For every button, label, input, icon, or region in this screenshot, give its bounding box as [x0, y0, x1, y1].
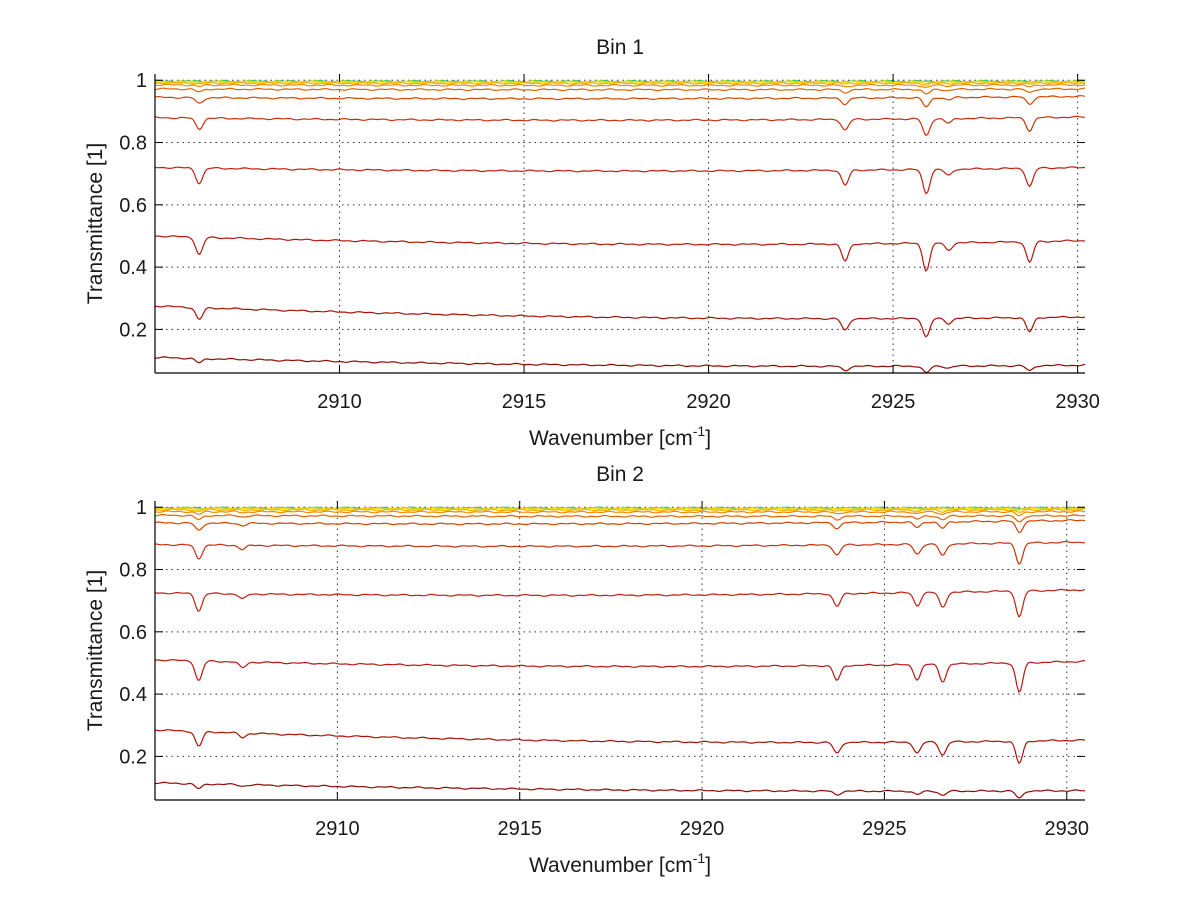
- series-line-4: [154, 81, 1086, 86]
- y-tick-label: 0.4: [119, 684, 147, 706]
- series-line-12: [154, 356, 1086, 373]
- series-line-7: [154, 95, 1086, 108]
- y-tick-label: 1: [136, 497, 147, 519]
- x-tick-label: 2930: [1045, 818, 1090, 840]
- x-tick-label: 2930: [1055, 391, 1100, 413]
- x-tick-label: 2925: [871, 391, 916, 413]
- series-line-5: [154, 510, 1086, 517]
- y-tick-label: 0.8: [119, 133, 147, 155]
- series-line-9: [154, 588, 1086, 618]
- series-line-3: [155, 507, 1086, 511]
- series-line-10: [154, 658, 1085, 693]
- x-tick-label: 2915: [502, 391, 547, 413]
- panel-bin-1: Bin 1 2910 2915 2920 2925 2930 0.2 0.4 0.6 0.8 1 Wa…: [84, 36, 1100, 450]
- y-tick-label: 1: [136, 70, 147, 92]
- x-axis-label-suffix: ]: [705, 427, 711, 450]
- y-axis-label: Transmittance [1]: [84, 570, 107, 731]
- y-tick-label: 0.4: [119, 257, 147, 279]
- series-line-11: [154, 729, 1086, 764]
- y-tick-label: 0.2: [119, 319, 147, 341]
- series-line-7: [154, 519, 1086, 533]
- x-tick-label: 2925: [862, 818, 907, 840]
- series-line-4: [154, 508, 1086, 513]
- x-axis-label-sup: -1: [693, 423, 706, 439]
- chart-title: Bin 1: [596, 36, 644, 59]
- x-tick-label: 2915: [497, 818, 542, 840]
- series-line-9: [154, 166, 1086, 195]
- x-axis-label-suffix: ]: [705, 854, 711, 877]
- y-tick-label: 0.8: [119, 560, 147, 582]
- x-axis-label-main: Wavenumber [cm: [529, 427, 693, 450]
- x-tick-label: 2910: [315, 818, 360, 840]
- y-tick-label: 0.6: [119, 195, 147, 217]
- y-axis-label: Transmittance [1]: [84, 143, 107, 304]
- x-axis-label-sup: -1: [693, 850, 706, 866]
- x-tick-label: 2920: [686, 391, 731, 413]
- series-line-6: [154, 87, 1086, 95]
- chart-title: Bin 2: [596, 463, 644, 486]
- series-line-11: [154, 305, 1086, 338]
- x-tick-label: 2910: [317, 391, 362, 413]
- y-tick-label: 0.2: [119, 746, 147, 768]
- x-axis-label: Wavenumber [cm-1]: [529, 850, 711, 877]
- panel-bin-2: Bin 2 2910 2915 2920 2925 2930 0.2 0.4 0.6 0.8 1 Wa…: [84, 463, 1089, 877]
- series-line-6: [154, 513, 1086, 523]
- series-line-10: [154, 235, 1086, 272]
- x-axis-label-main: Wavenumber [cm: [529, 854, 693, 877]
- series-line-8: [154, 540, 1085, 565]
- series-line-8: [154, 115, 1085, 136]
- x-axis-label: Wavenumber [cm-1]: [529, 423, 711, 450]
- series-line-5: [154, 83, 1086, 88]
- y-tick-label: 0.6: [119, 622, 147, 644]
- x-tick-label: 2920: [680, 818, 725, 840]
- series-line-12: [154, 781, 1086, 799]
